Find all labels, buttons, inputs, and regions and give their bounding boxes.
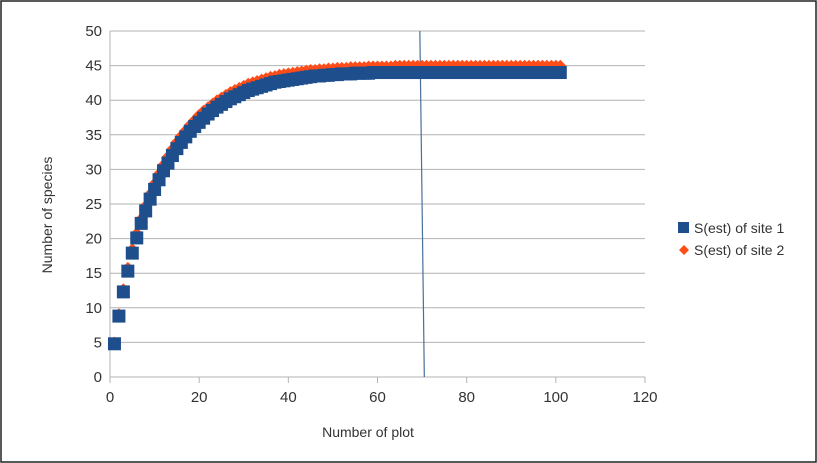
y-tick-label: 50: [85, 23, 102, 40]
legend-marker-site1: [678, 222, 689, 233]
x-tick-label: 60: [369, 389, 386, 406]
point-site1: [112, 309, 126, 323]
x-tick-label: 0: [106, 389, 114, 406]
reference-line-group: [419, 30, 425, 378]
point-site1: [134, 216, 148, 230]
x-tick-label: 80: [458, 389, 475, 406]
legend-marker-site2: [679, 245, 689, 255]
point-site1: [116, 285, 130, 299]
y-axis-title: Number of species: [39, 157, 55, 274]
y-tick-label: 10: [85, 300, 102, 317]
x-tick-label: 40: [280, 389, 297, 406]
point-site1: [125, 246, 139, 260]
x-tick-label: 120: [632, 389, 657, 406]
x-tick-label: 20: [191, 389, 208, 406]
y-tick-label: 25: [85, 196, 102, 213]
y-tick-label: 15: [85, 265, 102, 282]
point-site1: [553, 66, 567, 80]
point-site1: [139, 204, 153, 218]
y-tick-label: 20: [85, 231, 102, 248]
x-axis-title: Number of plot: [322, 424, 414, 440]
legend-label-site2: S(est) of site 2: [694, 242, 784, 258]
y-tick-label: 40: [85, 92, 102, 109]
y-tick-label: 30: [85, 161, 102, 178]
series-site1: [107, 66, 567, 351]
legend: S(est) of site 1 S(est) of site 2: [678, 220, 784, 258]
point-site1: [121, 264, 135, 278]
y-tick-label: 0: [94, 369, 102, 386]
y-tick-label: 5: [94, 334, 102, 351]
y-tick-label: 45: [85, 58, 102, 75]
y-tick-label: 35: [85, 127, 102, 144]
point-site1: [130, 231, 144, 245]
point-site1: [107, 337, 121, 351]
series-group: [107, 59, 567, 351]
axes: 0 5 10 15 20 25 30 35 40 45 50 0 20 40 60 80 100 120: [85, 23, 657, 406]
x-tick-label: 100: [543, 389, 568, 406]
legend-label-site1: S(est) of site 1: [694, 220, 784, 236]
reference-line: [419, 30, 425, 378]
